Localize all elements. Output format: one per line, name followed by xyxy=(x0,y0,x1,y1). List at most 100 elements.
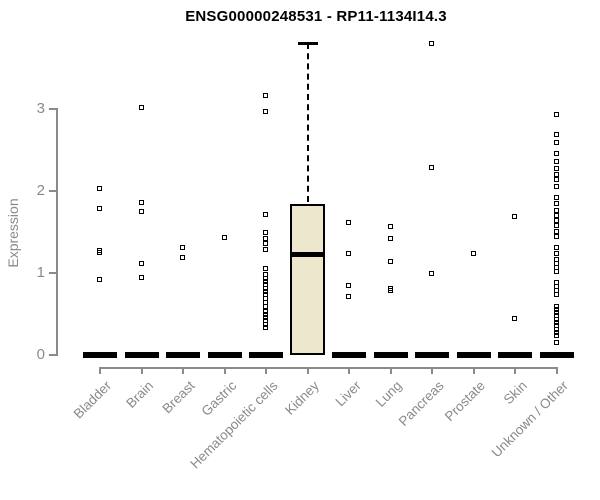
data-point xyxy=(263,311,268,317)
data-point xyxy=(97,277,102,283)
data-point xyxy=(387,288,393,294)
zero-values-bar xyxy=(373,352,408,358)
x-tick-label: Gastric xyxy=(198,378,240,419)
data-point xyxy=(97,186,102,192)
x-tick-label: Liver xyxy=(332,378,364,410)
x-tick xyxy=(306,367,309,374)
data-point xyxy=(263,308,268,314)
x-tick xyxy=(99,367,101,374)
data-point xyxy=(553,233,559,239)
data-point xyxy=(263,315,268,321)
x-tick xyxy=(389,367,392,374)
data-point xyxy=(553,165,559,171)
data-point xyxy=(553,320,559,326)
data-point xyxy=(553,292,559,298)
y-tick-label: 0 xyxy=(36,346,45,363)
data-point xyxy=(553,313,559,319)
data-point xyxy=(263,211,268,217)
data-point xyxy=(470,251,476,257)
x-tick xyxy=(182,367,184,374)
data-point xyxy=(553,183,559,189)
data-point xyxy=(263,285,268,291)
y-tick-label: 3 xyxy=(36,100,45,117)
x-tick-label: Lung xyxy=(373,378,406,410)
data-point xyxy=(263,318,268,324)
box xyxy=(290,204,325,355)
data-point xyxy=(263,279,268,285)
y-tick xyxy=(49,354,57,356)
data-point xyxy=(429,41,434,47)
data-point xyxy=(553,111,559,117)
data-point xyxy=(553,251,559,257)
data-point xyxy=(553,229,559,234)
whisker-line xyxy=(306,43,309,203)
y-tick xyxy=(49,190,57,192)
x-tick xyxy=(431,367,433,374)
x-tick-label: Breast xyxy=(159,378,198,417)
data-point xyxy=(553,306,559,312)
data-point xyxy=(138,200,144,206)
data-point xyxy=(553,223,559,229)
data-point xyxy=(553,245,559,251)
data-point xyxy=(263,282,268,288)
data-point xyxy=(553,339,559,345)
data-point xyxy=(138,274,144,280)
data-point xyxy=(263,92,268,98)
data-point xyxy=(553,316,559,322)
data-point xyxy=(553,132,559,138)
data-point xyxy=(553,195,559,201)
data-point xyxy=(512,315,517,321)
y-tick-label: 1 xyxy=(36,264,45,281)
data-point xyxy=(263,236,268,242)
data-point xyxy=(429,270,434,276)
data-point xyxy=(263,272,268,278)
zero-values-bar xyxy=(249,352,283,358)
x-tick-label: Kidney xyxy=(282,378,323,418)
data-point xyxy=(263,265,268,271)
data-point xyxy=(553,269,559,275)
data-point xyxy=(138,105,144,111)
data-point xyxy=(263,247,268,253)
data-point xyxy=(553,212,559,218)
y-tick-label: 2 xyxy=(36,182,45,199)
zero-values-bar xyxy=(332,352,366,358)
data-point xyxy=(263,321,268,327)
zero-values-bar xyxy=(166,352,200,358)
zero-values-bar xyxy=(124,352,159,358)
x-tick-label: Pancreas xyxy=(395,378,447,429)
data-point xyxy=(221,234,227,240)
data-point xyxy=(553,326,559,332)
x-tick-label: Unknown / Other xyxy=(488,378,572,461)
zero-values-bar xyxy=(83,352,117,358)
chart-title: ENSG00000248531 - RP11-1134I14.3 xyxy=(185,8,447,25)
data-point xyxy=(263,324,268,330)
data-point xyxy=(346,293,351,299)
data-point xyxy=(346,283,351,289)
x-tick xyxy=(223,367,226,374)
data-point xyxy=(553,303,559,309)
data-point xyxy=(387,259,393,265)
x-axis-line xyxy=(99,367,558,369)
x-tick-label: Bladder xyxy=(71,378,115,422)
data-point xyxy=(553,151,559,157)
y-axis-line xyxy=(56,108,58,356)
data-point xyxy=(387,236,393,242)
data-point xyxy=(553,159,559,165)
data-point xyxy=(97,206,102,212)
data-point xyxy=(553,207,559,213)
x-tick xyxy=(514,367,516,374)
data-point xyxy=(97,250,102,256)
x-tick xyxy=(555,367,558,374)
x-tick-label: Skin xyxy=(500,378,530,408)
zero-values-bar xyxy=(539,352,574,358)
data-point xyxy=(512,214,517,220)
data-point xyxy=(263,229,268,235)
data-point xyxy=(553,329,559,335)
data-point xyxy=(553,333,559,339)
data-point xyxy=(553,310,559,316)
data-point xyxy=(553,218,559,224)
data-point xyxy=(263,109,268,115)
data-point xyxy=(263,275,268,281)
x-tick xyxy=(348,367,350,374)
y-tick xyxy=(49,108,57,110)
